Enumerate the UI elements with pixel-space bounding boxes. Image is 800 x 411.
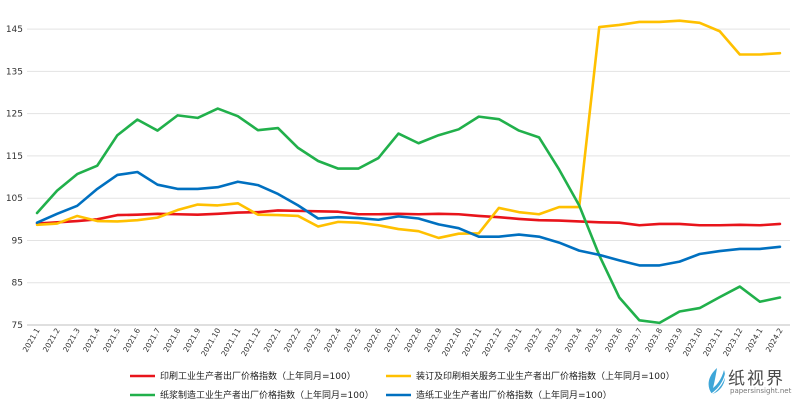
x-tick-label: 2023.6 (603, 326, 624, 353)
x-tick-label: 2021.1 (21, 326, 42, 353)
x-tick-label: 2021.4 (81, 326, 102, 353)
watermark-brand-name: 纸视界 (728, 369, 785, 389)
gridlines (27, 28, 790, 284)
x-tick-label: 2023.7 (623, 326, 644, 353)
x-tick-label: 2023.12 (721, 326, 744, 358)
x-tick-label: 2024.2 (764, 326, 785, 353)
y-tick-label: 115 (6, 152, 23, 162)
x-tick-label: 2021.5 (101, 326, 122, 353)
x-tick-label: 2023.8 (643, 326, 664, 353)
x-axis-tick-labels: 2021.1 2021.2 2021.3 2021.4 2021.5 2021.6 2021… (21, 326, 785, 358)
x-tick-label: 2022.7 (382, 326, 403, 353)
series-line-2 (35, 19, 782, 240)
x-tick-label: 2022.1 (262, 326, 283, 353)
y-tick-label: 135 (6, 67, 23, 77)
x-tick-label: 2023.4 (563, 326, 584, 353)
y-tick-label: 95 (12, 236, 23, 246)
legend: 印刷工业生产者出厂价格指数（上年同月=100） 装订及印刷相关服务工业生产者出厂价… (130, 370, 675, 401)
x-tick-label: 2022.9 (422, 326, 443, 353)
series-lines (35, 19, 782, 325)
x-tick-label: 2023.5 (583, 326, 604, 353)
y-tick-label: 85 (12, 279, 23, 289)
x-tick-label: 2021.8 (161, 326, 182, 353)
x-tick-label: 2022.6 (362, 326, 383, 353)
x-tick-label: 2021.7 (141, 326, 162, 353)
series-line-3 (35, 107, 782, 325)
watermark-url: papersinsight.net (730, 387, 792, 395)
x-tick-label: 2021.9 (181, 326, 202, 353)
x-tick-label: 2022.8 (402, 326, 423, 353)
legend-label-4: 造纸工业生产者出厂价格指数（上年同月=100） (416, 389, 612, 401)
legend-label-1: 印刷工业生产者出厂价格指数（上年同月=100） (160, 370, 356, 382)
y-tick-label: 105 (6, 194, 23, 204)
legend-label-2: 装订及印刷相关服务工业生产者出厂价格指数（上年同月=100） (416, 370, 675, 382)
x-tick-label: 2022.5 (342, 326, 363, 353)
x-tick-label: 2023.2 (523, 326, 544, 353)
series-line-4 (35, 170, 782, 267)
y-axis-tick-labels: 75 85 95 105 115 125 135 145 (6, 25, 23, 331)
x-tick-label: 2021.6 (121, 326, 142, 353)
x-tick-label: 2021.3 (61, 326, 82, 353)
x-tick-label: 2021.2 (41, 326, 62, 353)
y-tick-label: 125 (6, 110, 23, 120)
x-tick-label: 2022.12 (480, 326, 503, 358)
x-tick-label: 2023.1 (503, 326, 524, 353)
legend-label-3: 纸浆制造工业生产者出厂价格指数（上年同月=100） (160, 389, 374, 401)
y-tick-label: 145 (6, 25, 23, 35)
x-tick-label: 2022.2 (282, 326, 303, 353)
x-tick-label: 2021.12 (239, 326, 262, 358)
x-tick-label: 2024.1 (744, 326, 765, 353)
x-tick-label: 2023.3 (543, 326, 564, 353)
watermark-logo: 纸视界 papersinsight.net (700, 362, 796, 406)
y-tick-label: 75 (12, 321, 23, 331)
series-line-1 (35, 209, 782, 227)
x-tick-label: 2022.4 (322, 326, 343, 353)
leaf-logo-icon (708, 368, 727, 396)
x-tick-label: 2023.9 (663, 326, 684, 353)
x-tick-label: 2022.3 (302, 326, 323, 353)
